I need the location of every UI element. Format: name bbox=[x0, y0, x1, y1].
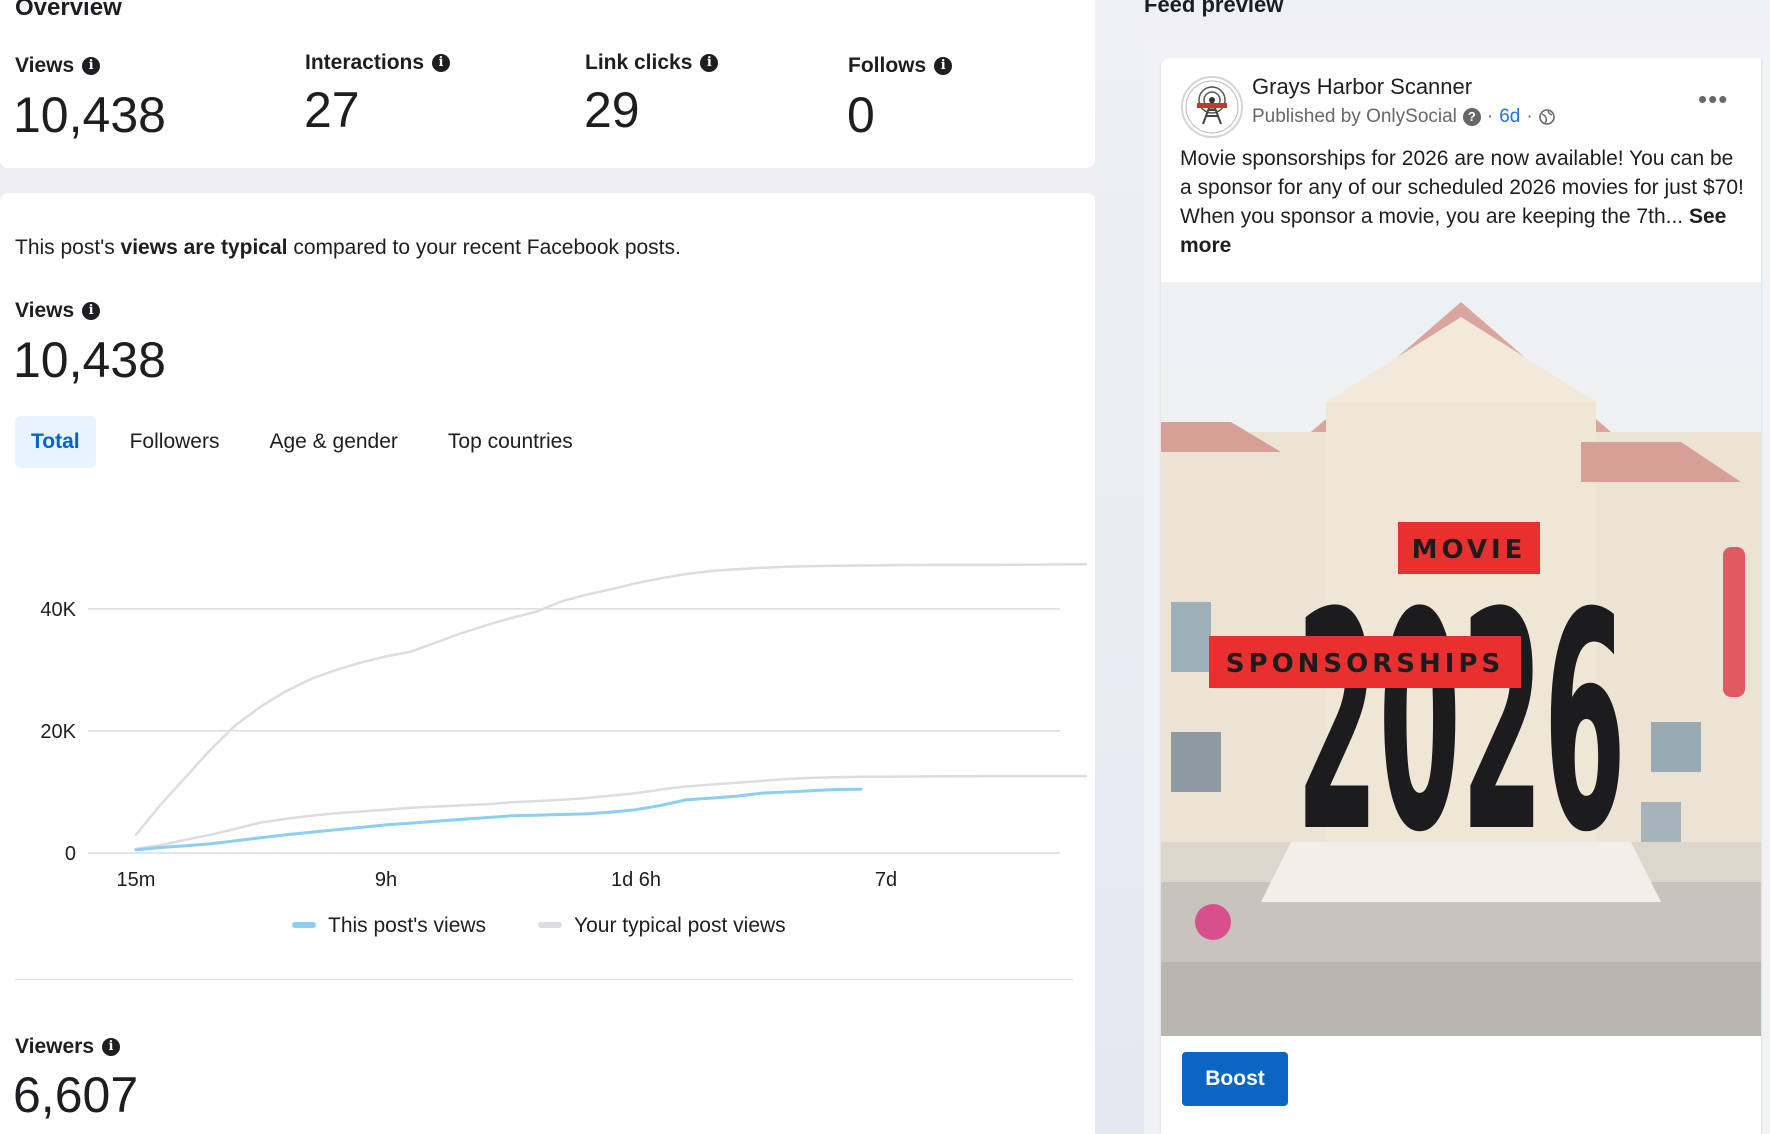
desc-prefix: This post's bbox=[15, 236, 121, 259]
info-icon[interactable]: i bbox=[82, 57, 101, 75]
image-tag-sponsorships: SPONSORSHIPS bbox=[1226, 649, 1504, 679]
x-tick-label: 1d 6h bbox=[611, 869, 661, 891]
series-line-typical bbox=[134, 774, 1088, 850]
meta-dot: · bbox=[1526, 106, 1533, 127]
metric-follows-label: Follows i bbox=[848, 54, 953, 78]
page-name[interactable]: Grays Harbor Scanner bbox=[1252, 74, 1473, 99]
feed-preview-title: Feed preview bbox=[1144, 0, 1284, 17]
post-body: Movie sponsorships for 2026 are now avai… bbox=[1180, 147, 1744, 228]
metric-interactions-label-text: Interactions bbox=[305, 51, 425, 74]
views-comparison-text: This post's views are typical compared t… bbox=[15, 236, 681, 260]
metric-views-label-text: Views bbox=[15, 54, 75, 77]
x-tick-label: 15m bbox=[117, 869, 156, 891]
radio-tower-icon bbox=[1185, 80, 1239, 134]
divider bbox=[15, 979, 1073, 980]
viewers-label: Viewers i bbox=[15, 1035, 121, 1059]
overview-title: Overview bbox=[15, 0, 122, 21]
metric-interactions-label: Interactions i bbox=[305, 51, 451, 75]
series-line-this-post bbox=[134, 787, 863, 852]
metric-follows-label-text: Follows bbox=[848, 54, 927, 77]
series-line-typical bbox=[134, 563, 1088, 836]
desc-bold: views are typical bbox=[120, 236, 288, 259]
views-label: Views i bbox=[15, 299, 101, 323]
x-tick-label: 7d bbox=[875, 869, 897, 891]
info-icon[interactable]: i bbox=[82, 302, 101, 320]
metric-follows-value: 0 bbox=[847, 87, 875, 143]
desc-suffix: compared to your recent Facebook posts. bbox=[287, 236, 681, 259]
see-more-link[interactable]: See more bbox=[1180, 205, 1727, 257]
legend-this-post-label: This post's views bbox=[328, 914, 486, 937]
globe-icon bbox=[1538, 109, 1555, 125]
post-time-link[interactable]: 6d bbox=[1499, 106, 1521, 127]
image-tag-movie: MOVIE bbox=[1412, 535, 1527, 565]
theater-sponsorship-image: 2026 MOVIE SPONSORSHIPS bbox=[1161, 282, 1761, 1036]
tab-top-countries[interactable]: Top countries bbox=[447, 430, 573, 453]
views-tabs: Total Followers Age & gender Top countri… bbox=[15, 416, 607, 468]
views-card bbox=[0, 193, 1095, 1134]
tab-age-gender[interactable]: Age & gender bbox=[269, 430, 398, 453]
y-tick-label: 0 bbox=[65, 843, 76, 865]
more-horizontal-icon[interactable]: ••• bbox=[1698, 84, 1729, 114]
metric-link-clicks-label-text: Link clicks bbox=[585, 51, 693, 74]
x-tick-label: 9h bbox=[375, 869, 397, 891]
post-text: Movie sponsorships for 2026 are now avai… bbox=[1180, 144, 1745, 260]
info-icon[interactable]: i bbox=[432, 54, 451, 72]
post-image[interactable]: 2026 MOVIE SPONSORSHIPS bbox=[1161, 282, 1761, 1036]
image-year-text: 2026 bbox=[1296, 549, 1626, 898]
info-icon[interactable]: i bbox=[102, 1038, 121, 1056]
page-avatar[interactable] bbox=[1181, 76, 1243, 138]
viewers-label-text: Viewers bbox=[15, 1035, 95, 1058]
tab-followers[interactable]: Followers bbox=[129, 430, 220, 453]
column-gutter bbox=[1095, 0, 1144, 1134]
info-icon[interactable]: i bbox=[934, 57, 953, 75]
views-value: 10,438 bbox=[13, 332, 166, 388]
published-by-text: Published by OnlySocial bbox=[1252, 106, 1457, 127]
help-icon[interactable]: ? bbox=[1462, 108, 1481, 126]
post-meta: Published by OnlySocial ? · 6d · bbox=[1252, 106, 1555, 128]
legend-this-post-swatch bbox=[292, 922, 316, 928]
meta-dot: · bbox=[1486, 106, 1494, 127]
metric-link-clicks-value: 29 bbox=[584, 82, 640, 138]
legend-typical-swatch bbox=[538, 922, 562, 928]
views-label-text: Views bbox=[15, 299, 75, 322]
boost-button[interactable]: Boost bbox=[1182, 1052, 1288, 1106]
metric-views-label: Views i bbox=[15, 54, 101, 78]
overview-card: Overview Views i 10,438 Interactions i 2… bbox=[0, 0, 1095, 168]
viewers-value: 6,607 bbox=[13, 1067, 139, 1123]
tab-total[interactable]: Total bbox=[15, 416, 96, 468]
y-tick-label: 40K bbox=[40, 599, 76, 621]
metric-views-value: 10,438 bbox=[13, 87, 166, 143]
metric-interactions-value: 27 bbox=[304, 82, 360, 138]
legend-typical-label: Your typical post views bbox=[574, 914, 786, 937]
post-card: Grays Harbor Scanner Published by OnlySo… bbox=[1161, 58, 1761, 1134]
info-icon[interactable]: i bbox=[700, 54, 719, 72]
metric-link-clicks-label: Link clicks i bbox=[585, 51, 719, 75]
y-tick-label: 20K bbox=[40, 721, 76, 743]
views-line-chart: 0 20K 40K 15m 9h 1d 6h 7d This post's views Your… bbox=[40, 563, 1088, 937]
